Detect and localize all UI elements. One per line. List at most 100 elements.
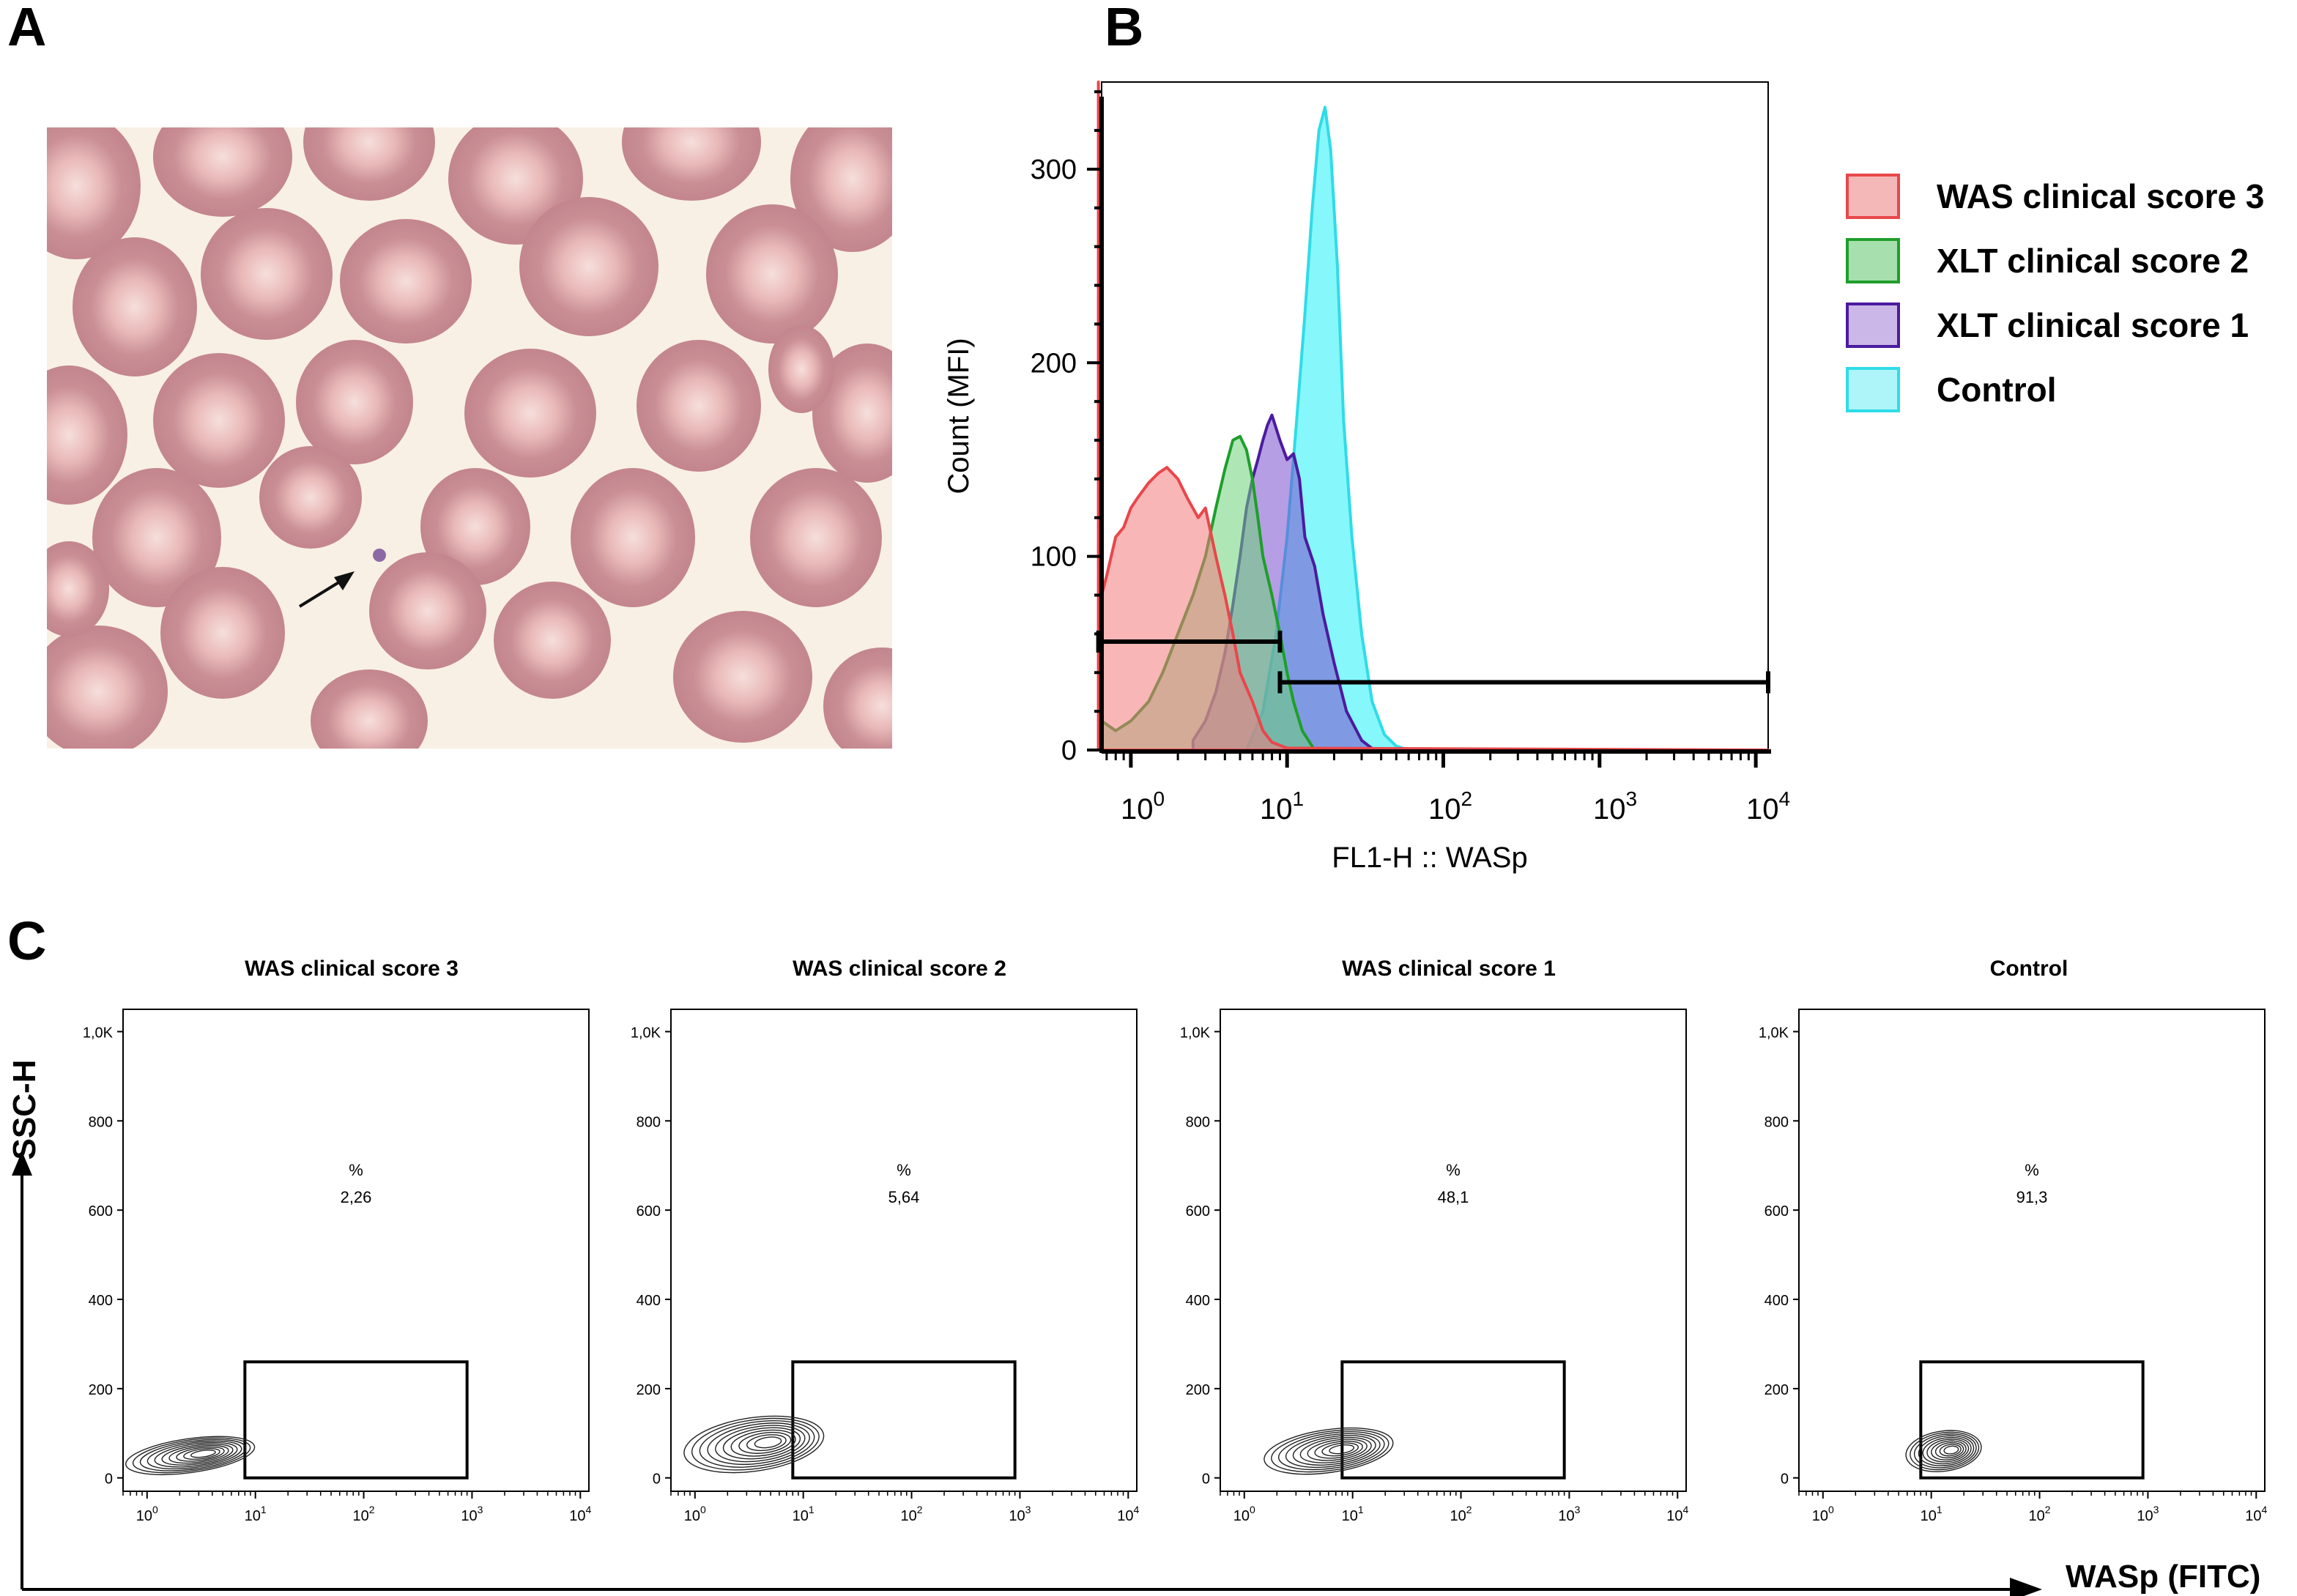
legend-label: WAS clinical score 3 — [1937, 177, 2265, 215]
contour-cluster — [1905, 1430, 1982, 1472]
contour-y-tick-label: 400 — [637, 1293, 661, 1309]
contour-x-tick-label: 103 — [461, 1504, 483, 1524]
legend-item-control: Control — [1846, 362, 2057, 417]
panel-c-label: C — [7, 910, 47, 971]
contour-x-tick-label: 103 — [1558, 1504, 1580, 1524]
wasp-fitc-axis-title: WASp (FITC) — [2066, 1559, 2261, 1595]
legend-swatch — [1846, 174, 1900, 219]
ssc-h-axis-title: SSC-H — [7, 1059, 42, 1160]
contour-y-tick-label: 0 — [105, 1471, 113, 1488]
histogram-y-tick-label: 100 — [1031, 542, 1077, 573]
contour-line — [1922, 1436, 1972, 1465]
red-blood-cell — [768, 325, 834, 413]
contour-y-tick-label: 0 — [653, 1471, 661, 1488]
red-blood-cell — [160, 567, 285, 699]
contour-x-tick-label: 101 — [1342, 1504, 1364, 1524]
contour-x-tick-label: 102 — [901, 1504, 923, 1524]
panel-a-label: A — [7, 0, 47, 57]
contour-x-tick-label: 104 — [569, 1504, 591, 1524]
contour-x-tick-label: 101 — [793, 1504, 814, 1524]
contour-y-tick-label: 1,0K — [1759, 1025, 1789, 1041]
gate-percent-value: 48,1 — [1438, 1188, 1469, 1206]
contour-y-tick-label: 600 — [1186, 1203, 1210, 1220]
gate-percent-value: 5,64 — [888, 1188, 920, 1206]
contour-x-tick-label: 103 — [1009, 1504, 1031, 1524]
contour-cluster — [125, 1436, 256, 1475]
contour-x-tick-label: 103 — [2137, 1504, 2159, 1524]
contour-line — [1292, 1435, 1376, 1466]
contour-y-tick-label: 400 — [89, 1293, 113, 1309]
red-blood-cell — [750, 468, 882, 607]
contour-line — [691, 1417, 820, 1471]
contour-y-tick-label: 200 — [1186, 1382, 1210, 1398]
red-blood-cell — [790, 127, 892, 252]
legend-label: XLT clinical score 2 — [1937, 242, 2249, 280]
contour-plot-title-2: WAS clinical score 2 — [793, 957, 1006, 981]
contour-x-tick-label: 100 — [1812, 1504, 1834, 1524]
contour-line — [1913, 1433, 1977, 1469]
contour-line — [1939, 1444, 1962, 1457]
contour-line — [139, 1439, 247, 1471]
contour-line — [1307, 1439, 1368, 1461]
contour-line — [168, 1444, 229, 1464]
contour-y-tick-label: 800 — [89, 1114, 113, 1130]
gate-percent-symbol: % — [2025, 1161, 2039, 1179]
contour-line — [1263, 1427, 1394, 1475]
contour-line — [176, 1446, 225, 1462]
legend-label: XLT clinical score 1 — [1937, 306, 2249, 344]
histogram-x-axis-label: FL1-H :: WASp — [1332, 842, 1527, 874]
gate-percent-value: 2,26 — [341, 1188, 372, 1206]
contour-y-tick-label: 800 — [637, 1114, 661, 1130]
gate-box — [243, 1360, 469, 1480]
red-blood-cell — [519, 197, 658, 336]
contour-x-tick-label: 101 — [245, 1504, 267, 1524]
histogram-x-tick-label: 101 — [1260, 787, 1304, 825]
contour-y-tick-label: 1,0K — [1180, 1025, 1211, 1041]
red-blood-cells-image — [47, 127, 892, 749]
contour-plot-frame — [670, 1009, 1138, 1492]
panel-b-label: B — [1105, 0, 1144, 57]
contour-y-tick-label: 400 — [1765, 1293, 1789, 1309]
red-blood-cell — [153, 127, 292, 217]
contour-line — [183, 1448, 220, 1460]
contour-line — [715, 1425, 806, 1463]
legend-label: Control — [1937, 371, 2057, 409]
contour-y-tick-label: 1,0K — [631, 1025, 661, 1041]
gate-box — [1340, 1360, 1566, 1480]
contour-line — [1910, 1431, 1980, 1471]
contour-plot-was-score-2: 0 200 400 600 800 1,0K 100 101 102 103 104% 5,64 — [631, 1009, 1140, 1524]
contour-y-tick-label: 600 — [637, 1203, 661, 1220]
contour-y-tick-label: 600 — [1765, 1203, 1789, 1220]
contour-plot-was-score-3: 0 200 400 600 800 1,0K 100 101 102 103 104% 2,26 — [83, 1009, 592, 1524]
contour-line — [1934, 1441, 1964, 1459]
contour-line — [1931, 1440, 1967, 1460]
contour-x-tick-label: 100 — [1233, 1504, 1255, 1524]
histogram-series-3 — [1096, 81, 1770, 751]
contour-plot-was-score-1: 0 200 400 600 800 1,0K 100 101 102 103 104% 48,1 — [1180, 1009, 1689, 1524]
contour-y-tick-label: 800 — [1765, 1114, 1789, 1130]
gate-percent-value: 91,3 — [2016, 1188, 2048, 1206]
contour-y-tick-label: 800 — [1186, 1114, 1210, 1130]
contour-line — [1278, 1431, 1385, 1471]
gate-percent-symbol: % — [1446, 1161, 1461, 1179]
red-blood-cell — [311, 669, 428, 749]
histogram-y-tick-label: 200 — [1031, 348, 1077, 379]
histogram-y-tick-label: 300 — [1031, 155, 1077, 185]
red-blood-cell — [706, 204, 838, 344]
red-blood-cell — [571, 468, 695, 607]
red-blood-cell — [92, 468, 221, 607]
contour-y-tick-label: 0 — [1781, 1471, 1789, 1488]
contour-y-tick-label: 200 — [89, 1382, 113, 1398]
histogram-y-tick-label: 0 — [1061, 735, 1077, 766]
red-blood-cell — [296, 340, 413, 464]
contour-y-tick-label: 600 — [89, 1203, 113, 1220]
contour-y-tick-label: 0 — [1202, 1471, 1210, 1488]
contour-plot-control: 0 200 400 600 800 1,0K 100 101 102 103 104% 91,3 — [1759, 1009, 2268, 1524]
contour-x-tick-label: 104 — [1666, 1504, 1688, 1524]
contour-x-tick-label: 102 — [353, 1504, 375, 1524]
contour-line — [161, 1443, 234, 1466]
contour-line — [699, 1420, 815, 1468]
histogram-x-tick-label: 102 — [1428, 787, 1472, 825]
arrow-icon — [298, 571, 355, 608]
blood-smear-micrograph — [47, 127, 892, 749]
